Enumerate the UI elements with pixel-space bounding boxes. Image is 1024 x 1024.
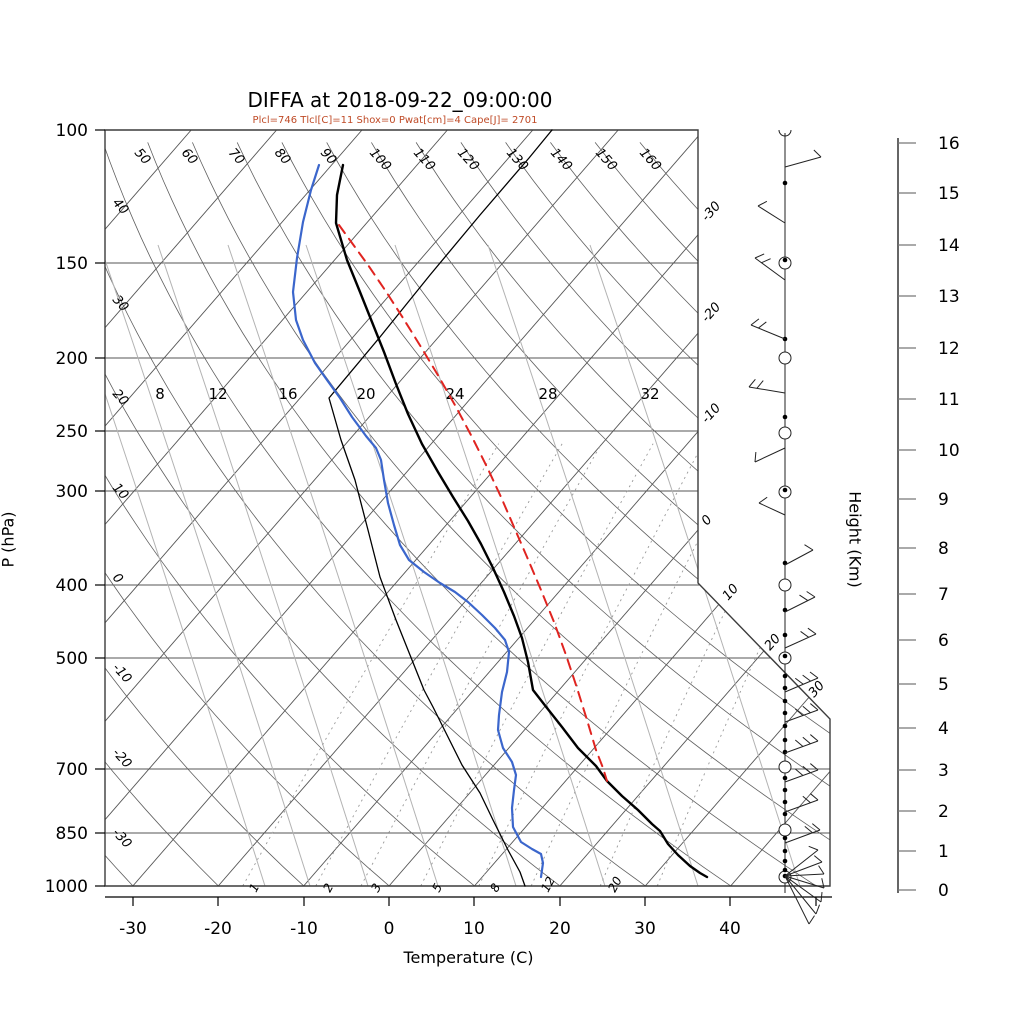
pressure-axis-title: P (hPa) [0, 511, 18, 568]
moist-adiabat-label: 24 [445, 385, 464, 403]
temp-tick-label: 10 [463, 919, 485, 939]
dry-adiabat-label: 120 [454, 146, 482, 174]
isotherm-label: 10 [720, 581, 742, 603]
dry-adiabat-label: -30 [109, 826, 134, 852]
height-tick-label: 16 [938, 134, 960, 154]
mixing-ratio-label: 1 [246, 881, 262, 894]
height-tick-label: 10 [938, 441, 960, 461]
isotherm-label: 20 [762, 631, 784, 653]
dry-adiabat-label: 140 [547, 146, 575, 174]
dry-adiabat-label: 160 [636, 146, 664, 174]
background-lattice [105, 130, 830, 886]
pressure-tick-label: 400 [56, 576, 88, 596]
dry-adiabat-label: -20 [109, 746, 134, 772]
mixing-ratio-label: 20 [605, 874, 625, 894]
pressure-tick-label: 200 [56, 349, 88, 369]
mixing-ratio-label: 2 [320, 881, 336, 894]
pressure-tick-label: 300 [56, 482, 88, 502]
height-tick-label: 12 [938, 339, 960, 359]
isotherm-label: -30 [699, 199, 724, 225]
chart-parameters-line: Plcl=746 Tlcl[C]=11 Shox=0 Pwat[cm]=4 Ca… [252, 115, 538, 126]
parcel-ascent-line [338, 224, 608, 782]
moist-adiabat-label: 32 [640, 385, 659, 403]
pressure-tick-label: 1000 [45, 877, 88, 897]
moist-adiabat-label: 12 [208, 385, 227, 403]
temp-tick-label: 0 [384, 919, 395, 939]
height-tick-label: 4 [938, 719, 949, 739]
x-axis-title: Temperature (C) [403, 948, 534, 967]
height-tick-label: 15 [938, 184, 960, 204]
aux-profile-line [328, 129, 553, 887]
pressure-tick-label: 250 [56, 422, 88, 442]
temp-tick-label: 40 [719, 919, 741, 939]
height-tick-label: 7 [938, 585, 949, 605]
height-tick-label: 2 [938, 802, 949, 822]
mixing-ratio-label: 3 [368, 881, 384, 894]
height-tick-label: 9 [938, 490, 949, 510]
isotherm-label: -20 [699, 300, 724, 326]
temp-tick-label: -10 [290, 919, 318, 939]
dry-adiabat-label: 90 [317, 146, 339, 168]
dry-adiabat-label: 80 [271, 146, 293, 168]
height-tick-label: 13 [938, 287, 960, 307]
mixing-ratio-label: 12 [538, 874, 558, 894]
height-tick-label: 1 [938, 842, 949, 862]
moist-adiabat-label: 16 [278, 385, 297, 403]
mixing-ratio-label: 8 [487, 881, 503, 895]
dry-adiabat-label: 70 [225, 146, 247, 168]
pressure-tick-label: 100 [56, 121, 88, 141]
axes: -30 -20 -10 0 10 20 30 401001502002503004005007… [45, 121, 960, 939]
height-tick-label: 5 [938, 675, 949, 695]
wind-barb-column [748, 129, 825, 925]
dry-adiabat-label: 30 [109, 293, 131, 315]
height-tick-label: 14 [938, 236, 960, 256]
pressure-tick-label: 150 [56, 254, 88, 274]
moist-adiabat-label: 28 [538, 385, 557, 403]
temp-tick-label: 20 [549, 919, 571, 939]
isotherm-label: -10 [699, 401, 724, 427]
chart-title: DIFFA at 2018-09-22_09:00:00 [247, 88, 553, 112]
height-tick-label: 6 [938, 631, 949, 651]
dewpoint-line [291, 163, 545, 879]
height-tick-label: 0 [938, 881, 949, 901]
height-tick-label: 8 [938, 539, 949, 559]
dry-adiabat-label: 40 [109, 196, 131, 218]
moist-adiabat-label: 20 [356, 385, 375, 403]
temperature-line [334, 163, 709, 879]
dry-adiabat-label: -10 [109, 661, 134, 687]
dry-adiabat-label: 60 [178, 146, 200, 168]
dry-adiabat-label: 0 [109, 571, 126, 587]
pressure-tick-label: 500 [56, 649, 88, 669]
height-axis-title: Height (Km) [845, 491, 865, 588]
pressure-tick-label: 850 [56, 824, 88, 844]
isotherm-label: 0 [699, 512, 716, 528]
temp-tick-label: -30 [119, 919, 147, 939]
height-tick-label: 3 [938, 761, 949, 781]
dry-adiabat-label: 20 [109, 387, 131, 409]
dry-adiabat-label: 10 [109, 481, 131, 503]
dry-adiabat-label: 150 [592, 146, 620, 174]
temp-tick-label: 30 [634, 919, 656, 939]
temp-tick-label: -20 [204, 919, 232, 939]
pressure-tick-label: 700 [56, 760, 88, 780]
dry-adiabat-label: 100 [366, 146, 394, 174]
moist-adiabat-label: 8 [155, 385, 165, 403]
height-tick-label: 11 [938, 390, 960, 410]
